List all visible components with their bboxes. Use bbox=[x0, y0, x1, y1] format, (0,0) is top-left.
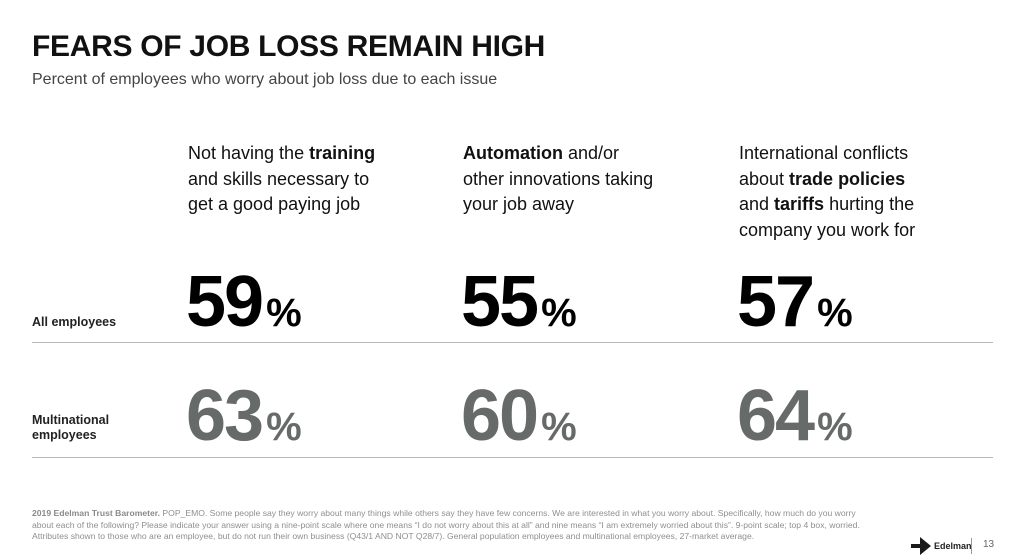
issue-line: International conflicts bbox=[739, 141, 989, 167]
brand-name: Edelman bbox=[934, 541, 972, 551]
footer-divider bbox=[971, 538, 972, 554]
issue-training: Not having the training and skills necess… bbox=[188, 141, 438, 218]
value-all-training: 59% bbox=[186, 262, 302, 342]
slide-title: FEARS OF JOB LOSS REMAIN HIGH bbox=[32, 30, 546, 63]
issue-keyword: tariffs bbox=[774, 194, 825, 214]
issue-line: about trade policies bbox=[739, 167, 989, 193]
issue-line: Automation and/or bbox=[463, 141, 713, 167]
issue-text: and skills necessary to bbox=[188, 168, 370, 189]
issue-keyword: Automation bbox=[463, 143, 563, 163]
issue-line: get a good paying job bbox=[188, 192, 438, 218]
value-multi-automation: 60% bbox=[461, 376, 577, 456]
row-divider-top bbox=[32, 342, 993, 343]
brand: Edelman bbox=[911, 537, 972, 555]
issue-text: about bbox=[739, 168, 790, 189]
issue-trade: International conflicts about trade polic… bbox=[739, 141, 989, 243]
value-all-trade: 57% bbox=[737, 262, 853, 342]
issue-line: Not having the training bbox=[188, 141, 438, 167]
issue-text: and bbox=[739, 194, 775, 214]
footnote: 2019 Edelman Trust Barometer. POP_EMO. S… bbox=[32, 508, 860, 541]
issue-keyword: training bbox=[309, 143, 376, 163]
value-multi-training: 63% bbox=[186, 376, 302, 456]
row-label-all-employees: All employees bbox=[32, 315, 117, 329]
edelman-logo-icon bbox=[911, 537, 931, 555]
issue-line: your job away bbox=[463, 192, 713, 218]
value-multi-trade: 64% bbox=[737, 376, 853, 456]
page-number: 13 bbox=[983, 539, 995, 550]
issue-keyword: trade policies bbox=[789, 168, 906, 189]
issue-text: your job away bbox=[463, 194, 575, 214]
issue-line: and skills necessary to bbox=[188, 167, 438, 193]
issue-text: company you work for bbox=[739, 219, 916, 240]
issue-text: International conflicts bbox=[739, 143, 909, 163]
issue-text: and/or bbox=[562, 143, 620, 163]
issue-text: Not having the bbox=[188, 143, 310, 163]
row-divider-bottom bbox=[32, 457, 993, 458]
issue-line: and tariffs hurting the bbox=[739, 192, 989, 218]
value-all-automation: 55% bbox=[461, 262, 577, 342]
issue-automation: Automation and/or other innovations takin… bbox=[463, 141, 713, 218]
issue-text: other innovations taking bbox=[463, 168, 654, 189]
issue-text: hurting the bbox=[824, 194, 915, 214]
issue-line: company you work for bbox=[739, 218, 989, 244]
issue-text: get a good paying job bbox=[188, 194, 361, 214]
slide-subtitle: Percent of employees who worry about job… bbox=[32, 71, 498, 88]
issue-line: other innovations taking bbox=[463, 167, 713, 193]
row-label-multinational-employees: Multinational employees bbox=[32, 413, 110, 442]
